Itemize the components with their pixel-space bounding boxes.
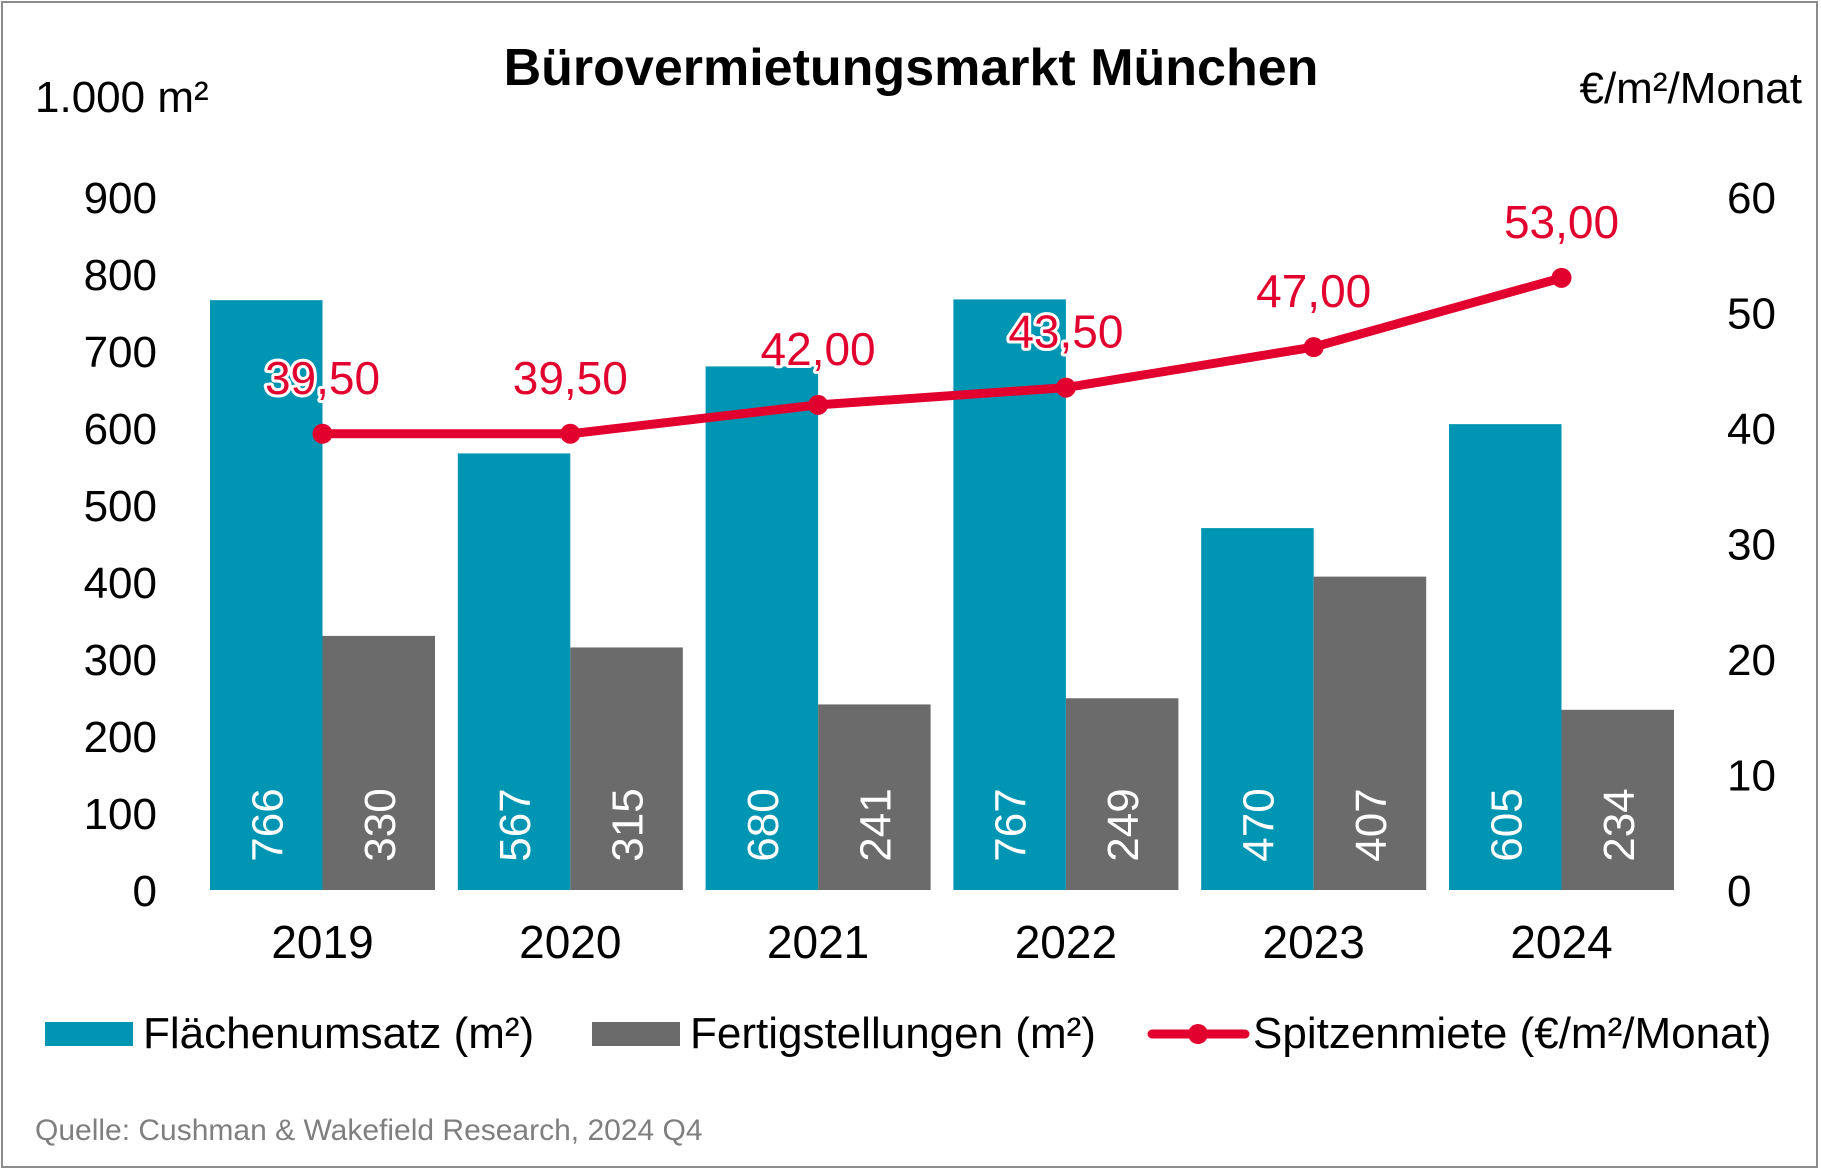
chart-title: Bürovermietungsmarkt München [504, 39, 1319, 97]
rent-label-2024: 53,00 [1504, 196, 1619, 248]
rent-point-2024 [1551, 267, 1572, 288]
y-axis-right-unit: €/m²/Monat [1579, 64, 1802, 113]
x-tick-2021: 2021 [767, 916, 869, 968]
x-tick-2020: 2020 [519, 916, 621, 968]
bar-label-flaechenumsatz-2024: 605 [1482, 788, 1531, 861]
bar-label-flaechenumsatz-2022: 767 [987, 788, 1036, 861]
bar-label-fertigstellungen-2022: 249 [1099, 788, 1148, 861]
x-axis-categories: 2019 2020 2021 2022 2023 2024 [271, 916, 1612, 968]
y-tick-left-7: 700 [84, 328, 157, 377]
bar-fertigstellungen-2020 [570, 647, 683, 890]
bar-flaechenumsatz-2019 [210, 300, 323, 890]
y-tick-right-6: 60 [1727, 174, 1776, 223]
legend-label-flaechenumsatz: Flächenumsatz (m²) [143, 1009, 534, 1058]
bar-label-fertigstellungen-2021: 241 [851, 788, 900, 861]
bar-fertigstellungen-2022 [1065, 698, 1179, 890]
y-tick-right-0: 0 [1727, 867, 1751, 916]
bar-label-flaechenumsatz-2019: 766 [243, 788, 292, 861]
rent-value-labels: 39,50 39,50 42,00 43,50 47,00 53,00 [262, 193, 1622, 407]
y-axis-right-ticks: 0 10 20 30 40 50 60 [1727, 174, 1776, 916]
bar-label-fertigstellungen-2024: 234 [1595, 788, 1644, 861]
y-tick-left-0: 0 [133, 867, 157, 916]
rent-label-2021: 42,00 [761, 323, 876, 375]
rent-label-2019: 39,50 [265, 352, 380, 404]
y-tick-left-5: 500 [84, 482, 157, 531]
rent-label-2022: 43,50 [1008, 306, 1123, 358]
bar-flaechenumsatz-2021 [705, 366, 819, 890]
legend-swatch-fertigstellungen [592, 1022, 680, 1046]
rent-label-2020: 39,50 [513, 352, 628, 404]
rent-point-2023 [1303, 337, 1324, 358]
bar-flaechenumsatz-2020 [457, 453, 571, 890]
y-tick-right-5: 50 [1727, 290, 1776, 339]
y-tick-left-8: 800 [84, 251, 157, 300]
x-tick-2019: 2019 [271, 916, 373, 968]
rent-point-2021 [808, 394, 829, 415]
y-tick-left-3: 300 [84, 636, 157, 685]
y-tick-left-4: 400 [84, 559, 157, 608]
bar-label-fertigstellungen-2020: 315 [604, 788, 653, 861]
y-tick-left-1: 100 [84, 790, 157, 839]
bar-fertigstellungen-2021 [818, 704, 931, 890]
rent-line [318, 273, 1566, 439]
bar-value-labels: 766 330 567 315 680 241 767 249 470 407 605 234 [243, 788, 1644, 861]
y-tick-right-2: 20 [1727, 636, 1776, 685]
bar-fertigstellungen-2024 [1561, 709, 1674, 890]
legend-swatch-spitzenmiete-marker [1188, 1024, 1208, 1044]
y-tick-left-2: 200 [84, 713, 157, 762]
y-tick-left-9: 900 [84, 174, 157, 223]
bar-fertigstellungen-2019 [322, 635, 435, 890]
y-tick-right-4: 40 [1727, 405, 1776, 454]
bar-flaechenumsatz-2023 [1201, 528, 1314, 890]
bar-flaechenumsatz-2024 [1449, 424, 1562, 890]
bar-label-flaechenumsatz-2020: 567 [491, 788, 540, 861]
legend-label-fertigstellungen: Fertigstellungen (m²) [690, 1009, 1096, 1058]
source-note: Quelle: Cushman & Wakefield Research, 20… [35, 1114, 703, 1147]
rent-point-2019 [312, 423, 333, 444]
bar-label-flaechenumsatz-2023: 470 [1234, 788, 1283, 861]
legend: Flächenumsatz (m²) Fertigstellungen (m²)… [45, 1009, 1771, 1058]
x-tick-2023: 2023 [1263, 916, 1365, 968]
legend-swatch-flaechenumsatz [45, 1022, 133, 1046]
y-axis-left-unit: 1.000 m² [35, 73, 209, 122]
x-tick-2024: 2024 [1510, 916, 1612, 968]
rent-line-series [312, 267, 1572, 444]
rent-point-2022 [1055, 377, 1076, 398]
y-tick-right-1: 10 [1727, 752, 1776, 801]
rent-point-2020 [560, 423, 581, 444]
y-axis-left-ticks: 0 100 200 300 400 500 600 700 800 900 [84, 174, 157, 916]
legend-label-spitzenmiete: Spitzenmiete (€/m²/Monat) [1253, 1009, 1771, 1058]
bar-label-fertigstellungen-2023: 407 [1347, 788, 1396, 861]
y-tick-right-3: 30 [1727, 521, 1776, 570]
bar-series [210, 299, 1674, 890]
bar-fertigstellungen-2023 [1313, 576, 1427, 890]
bar-label-fertigstellungen-2019: 330 [356, 788, 405, 861]
bar-label-flaechenumsatz-2021: 680 [739, 788, 788, 861]
y-tick-left-6: 600 [84, 405, 157, 454]
rent-label-2023: 47,00 [1256, 265, 1371, 317]
x-tick-2022: 2022 [1015, 916, 1117, 968]
